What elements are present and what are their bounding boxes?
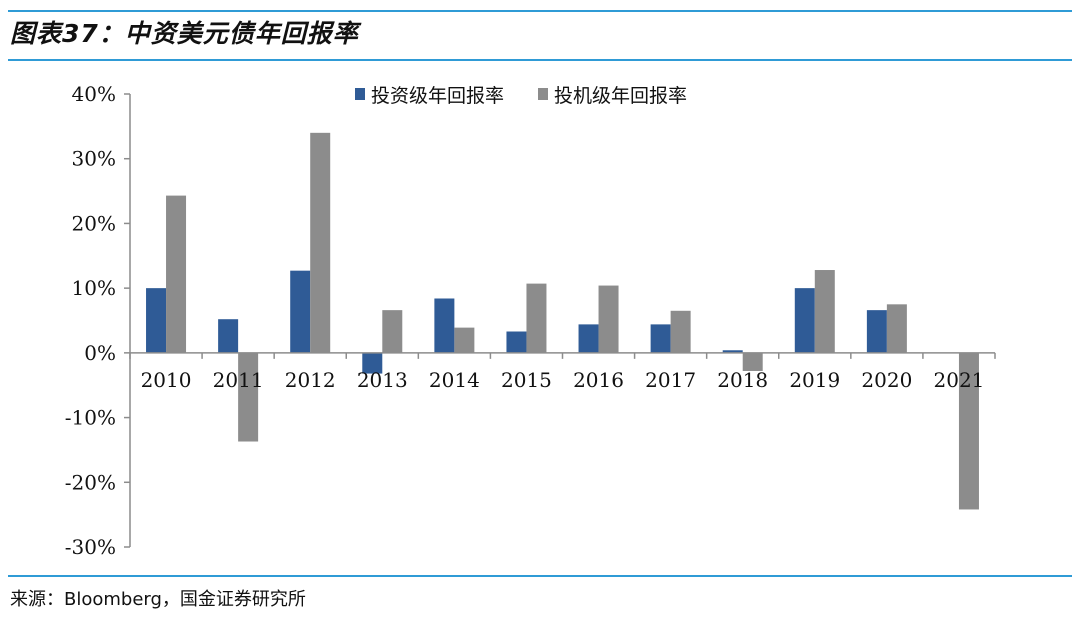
bar-investment-grade-2016 <box>578 324 599 353</box>
legend-swatch-investment-grade <box>355 88 365 100</box>
bar-high-yield-2010 <box>166 195 187 353</box>
y-tick-label: 20% <box>72 211 116 235</box>
x-tick-label-2012: 2012 <box>285 368 336 392</box>
legend-item-high-yield: 投机级年回报率 <box>538 81 687 108</box>
bar-investment-grade-2011 <box>218 319 239 353</box>
bar-high-yield-2020 <box>886 304 907 353</box>
title-underline <box>8 59 1072 61</box>
legend-label-investment-grade: 投资级年回报率 <box>371 84 505 107</box>
x-tick-label-2021: 2021 <box>934 368 985 392</box>
bar-investment-grade-2019 <box>794 288 815 353</box>
source-note: 来源：Bloomberg，国金证券研究所 <box>10 589 306 610</box>
chart-legend: 投资级年回报率 投机级年回报率 <box>355 81 721 108</box>
bar-investment-grade-2020 <box>866 310 887 353</box>
bottom-rule <box>8 575 1072 577</box>
x-tick-label-2011: 2011 <box>213 368 264 392</box>
x-tick-label-2018: 2018 <box>717 368 768 392</box>
x-tick-label-2017: 2017 <box>645 368 696 392</box>
x-tick-label-2020: 2020 <box>861 368 912 392</box>
bar-investment-grade-2010 <box>146 288 167 353</box>
y-tick-label: -30% <box>65 535 116 559</box>
bar-high-yield-2018 <box>742 352 763 371</box>
y-tick-label: 40% <box>72 82 116 106</box>
bar-high-yield-2013 <box>382 310 403 353</box>
y-tick-label: 30% <box>72 147 116 171</box>
x-tick-label-2014: 2014 <box>429 368 480 392</box>
bar-high-yield-2014 <box>454 327 475 353</box>
bar-investment-grade-2013 <box>362 352 383 374</box>
bar-investment-grade-2012 <box>290 270 311 353</box>
legend-item-investment-grade: 投资级年回报率 <box>355 81 504 108</box>
legend-label-high-yield: 投机级年回报率 <box>554 84 688 107</box>
page-title: 图表37：中资美元债年回报率 <box>10 19 359 48</box>
bar-investment-grade-2018 <box>722 350 743 353</box>
legend-swatch-high-yield <box>538 88 549 100</box>
bar-high-yield-2019 <box>814 270 835 353</box>
x-tick-label-2015: 2015 <box>501 368 552 392</box>
y-tick-label: 0% <box>84 341 116 365</box>
x-tick-label-2013: 2013 <box>357 368 408 392</box>
bar-investment-grade-2014 <box>434 298 455 353</box>
bar-high-yield-2011 <box>238 352 259 442</box>
y-tick-label: -20% <box>65 470 116 494</box>
bar-high-yield-2015 <box>526 283 547 353</box>
bar-high-yield-2012 <box>310 132 331 353</box>
bar-investment-grade-2017 <box>650 324 671 353</box>
x-tick-label-2016: 2016 <box>573 368 624 392</box>
bar-high-yield-2017 <box>670 310 691 353</box>
x-tick-label-2019: 2019 <box>789 368 840 392</box>
bar-investment-grade-2015 <box>506 331 527 353</box>
top-rule <box>8 10 1072 12</box>
y-tick-label: 10% <box>72 276 116 300</box>
y-tick-label: -10% <box>65 406 116 430</box>
bar-high-yield-2016 <box>598 285 619 353</box>
x-tick-label-2010: 2010 <box>141 368 192 392</box>
bar-high-yield-2021 <box>958 352 979 510</box>
